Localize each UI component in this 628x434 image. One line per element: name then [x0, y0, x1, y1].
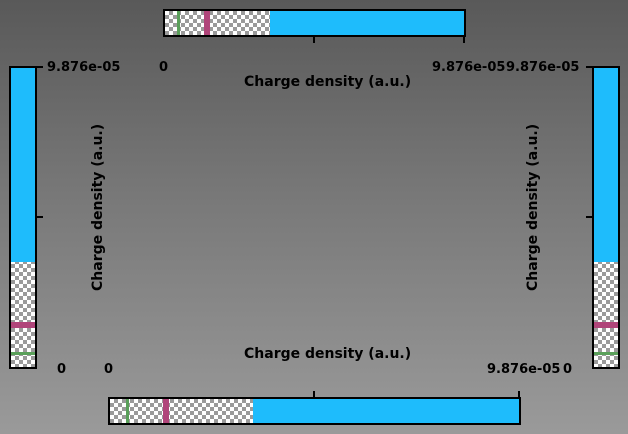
colorbar-right-mid-tick — [586, 216, 592, 218]
colorbar-left-max-label: 9.876e-05 — [47, 60, 121, 75]
colorbar-bottom-fill — [253, 399, 519, 423]
colorbar-left-max-tick — [37, 66, 43, 68]
colorbar-right-max-tick — [586, 66, 592, 68]
colorbar-top-max-label: 9.876e-05 — [432, 60, 506, 75]
colorbar-left[interactable] — [9, 66, 37, 369]
colorbar-right-min-label: 0 — [563, 362, 573, 377]
colorbar-bottom-max-label: 9.876e-05 — [487, 362, 561, 377]
colorbar-top[interactable] — [163, 9, 466, 37]
colorbar-top-max-tick — [463, 37, 465, 43]
colorbar-left-fill — [11, 68, 35, 263]
colorbar-right-magenta-marker — [594, 322, 618, 329]
colorbar-bottom-mid-tick — [313, 391, 315, 397]
colorbar-top-magenta-marker — [203, 11, 210, 35]
colorbar-left-green-marker — [11, 352, 35, 356]
colorbar-bottom-max-tick — [518, 391, 520, 397]
colorbar-right[interactable] — [592, 66, 620, 369]
colorbar-left-title: Charge density (a.u.) — [90, 123, 106, 291]
colorbar-top-fill — [269, 11, 464, 35]
colorbar-bottom-min-label: 0 — [104, 362, 114, 377]
colorbar-right-green-marker — [594, 352, 618, 356]
colorbar-top-green-marker — [176, 11, 180, 35]
colorbar-right-title: Charge density (a.u.) — [525, 123, 541, 291]
colorbar-left-mid-tick — [37, 216, 43, 218]
colorbar-bottom-green-marker — [126, 399, 130, 423]
colorbar-top-min-label: 0 — [159, 60, 169, 75]
colorbar-top-mid-tick — [313, 37, 315, 43]
colorbar-top-title: Charge density (a.u.) — [244, 74, 412, 90]
colorbar-left-magenta-marker — [11, 322, 35, 329]
colorbar-bottom-title: Charge density (a.u.) — [244, 346, 412, 362]
colorbar-bottom-magenta-marker — [163, 399, 170, 423]
colorbar-right-fill — [594, 68, 618, 263]
colorbar-right-max-label: 9.876e-05 — [506, 60, 580, 75]
colorbar-bottom[interactable] — [108, 397, 521, 425]
colorbar-left-min-label: 0 — [57, 362, 67, 377]
